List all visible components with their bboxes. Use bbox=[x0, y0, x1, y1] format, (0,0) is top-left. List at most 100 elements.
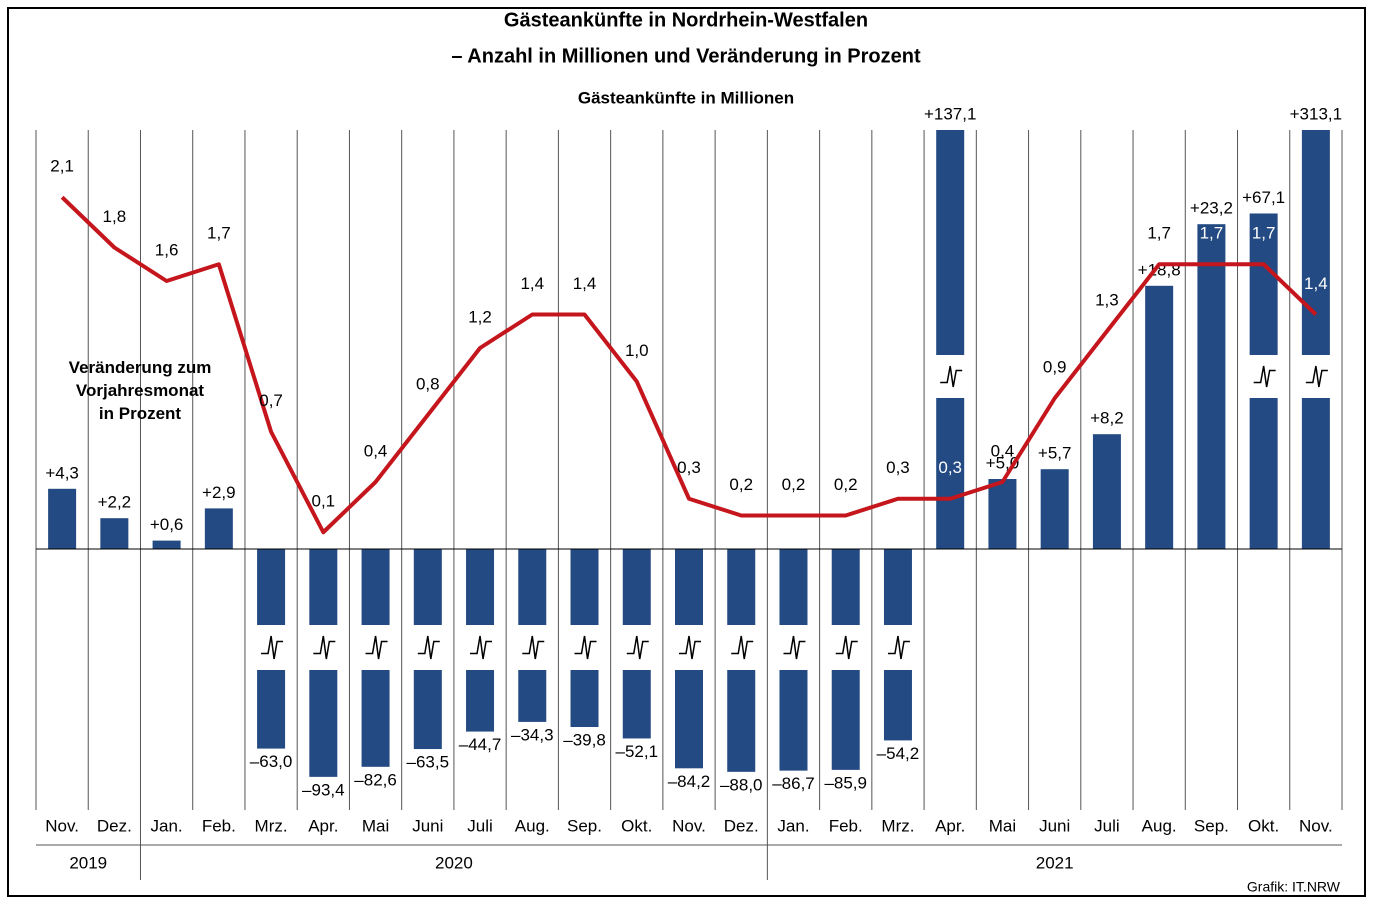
x-tick-label: Sep. bbox=[1194, 816, 1229, 835]
x-tick-label: Feb. bbox=[829, 816, 863, 835]
bar-value-label: +4,3 bbox=[45, 463, 79, 482]
x-tick-label: Juli bbox=[467, 816, 493, 835]
bar-value-label: –54,2 bbox=[877, 744, 920, 763]
bar bbox=[622, 670, 651, 739]
chart-title: Gästeankünfte in Nordrhein-Westfalen bbox=[504, 9, 868, 31]
bar bbox=[1301, 130, 1330, 355]
x-tick-label: Juli bbox=[1094, 816, 1120, 835]
bar bbox=[779, 670, 808, 771]
axis-break bbox=[679, 635, 701, 660]
bar-value-label: –52,1 bbox=[615, 742, 658, 761]
x-tick-label: Apr. bbox=[935, 816, 965, 835]
bar bbox=[1145, 285, 1174, 549]
line-value-label: 1,7 bbox=[1200, 224, 1224, 243]
line-value-label: 0,3 bbox=[677, 458, 701, 477]
bar-value-label: –34,3 bbox=[511, 725, 554, 744]
line-value-label: 0,8 bbox=[416, 374, 440, 393]
bar-value-label: –84,2 bbox=[668, 772, 711, 791]
x-tick-label: Juni bbox=[412, 816, 443, 835]
x-tick-label: Nov. bbox=[1299, 816, 1333, 835]
bar bbox=[361, 670, 390, 767]
bar-value-label: –39,8 bbox=[563, 730, 606, 749]
bar-value-label: +5,7 bbox=[1038, 444, 1072, 463]
axis-break bbox=[470, 635, 493, 660]
bar bbox=[727, 549, 756, 625]
line-legend: Gästeankünfte in Millionen bbox=[578, 88, 794, 107]
bar-value-label: +2,9 bbox=[202, 483, 236, 502]
bar-value-label: –86,7 bbox=[772, 774, 815, 793]
line-value-label: 1,3 bbox=[1095, 291, 1119, 310]
bar bbox=[518, 670, 547, 722]
bar-legend: Veränderung zum Vorjahresmonat in Prozen… bbox=[68, 358, 212, 423]
bar-value-label: +8,2 bbox=[1090, 409, 1124, 428]
bar bbox=[622, 549, 651, 625]
x-tick-label: Mrz. bbox=[255, 816, 288, 835]
axis-break bbox=[940, 365, 963, 388]
line-value-label: 0,7 bbox=[259, 391, 283, 410]
axis-break bbox=[313, 635, 336, 660]
bar bbox=[1249, 398, 1278, 549]
bar-value-label: –63,5 bbox=[407, 753, 450, 772]
year-label: 2019 bbox=[69, 853, 107, 872]
axis-break bbox=[574, 635, 597, 660]
line-value-label: 0,1 bbox=[311, 492, 335, 511]
line-value-label: 0,2 bbox=[834, 475, 858, 494]
bar bbox=[1197, 224, 1226, 549]
bar-value-label: +23,2 bbox=[1190, 199, 1233, 218]
line-value-label: 0,4 bbox=[991, 441, 1015, 460]
bar bbox=[1301, 398, 1330, 549]
bar bbox=[675, 549, 703, 625]
x-tick-label: Okt. bbox=[621, 816, 652, 835]
bar-value-label: –85,9 bbox=[824, 773, 867, 792]
line-value-label: 1,0 bbox=[625, 341, 649, 360]
bar bbox=[466, 670, 495, 732]
bar bbox=[570, 549, 599, 625]
line-value-label: 0,2 bbox=[729, 475, 753, 494]
x-tick-label: Feb. bbox=[202, 816, 236, 835]
x-tick-label: Okt. bbox=[1248, 816, 1279, 835]
source: Grafik: IT.NRW bbox=[1247, 879, 1341, 895]
x-tick-label: Dez. bbox=[97, 816, 132, 835]
bar bbox=[831, 549, 860, 625]
bar bbox=[257, 549, 286, 625]
chart-subtitle: – Anzahl in Millionen und Veränderung in… bbox=[451, 45, 921, 67]
bar-value-label: –63,0 bbox=[250, 752, 293, 771]
bar bbox=[204, 508, 233, 549]
bar bbox=[988, 479, 1017, 549]
line-value-label: 0,3 bbox=[886, 458, 910, 477]
x-tick-label: Apr. bbox=[308, 816, 338, 835]
x-tick-label: Jan. bbox=[777, 816, 809, 835]
x-tick-label: Aug. bbox=[515, 816, 550, 835]
line-value-label: 1,4 bbox=[1304, 274, 1328, 293]
line-value-label: 1,7 bbox=[1147, 224, 1171, 243]
bar bbox=[48, 488, 77, 549]
x-tick-label: Dez. bbox=[724, 816, 759, 835]
x-tick-label: Sep. bbox=[567, 816, 602, 835]
x-tick-label: Mrz. bbox=[881, 816, 914, 835]
bar-value-label: +2,2 bbox=[98, 493, 132, 512]
axis-break bbox=[1305, 365, 1328, 388]
bar-value-label: +313,1 bbox=[1290, 104, 1342, 123]
line-value-label: 1,2 bbox=[468, 307, 492, 326]
x-tick-label: Juni bbox=[1039, 816, 1070, 835]
bar-value-label: –82,6 bbox=[354, 770, 397, 789]
axis-break bbox=[1253, 365, 1276, 388]
axis-break bbox=[261, 635, 284, 660]
bar bbox=[309, 549, 338, 625]
line-value-label: 1,6 bbox=[155, 240, 179, 259]
x-tick-label: Jan. bbox=[151, 816, 183, 835]
bar bbox=[361, 549, 390, 625]
bar bbox=[883, 670, 912, 741]
line-value-label: 1,8 bbox=[103, 207, 127, 226]
bar bbox=[831, 670, 860, 770]
bar bbox=[466, 549, 495, 625]
frame bbox=[7, 7, 1366, 897]
bar bbox=[675, 670, 703, 769]
bar-value-label: –88,0 bbox=[720, 775, 763, 794]
bar bbox=[518, 549, 547, 625]
year-label: 2021 bbox=[1036, 853, 1074, 872]
axis-break bbox=[783, 635, 806, 660]
axis-break bbox=[731, 635, 754, 660]
